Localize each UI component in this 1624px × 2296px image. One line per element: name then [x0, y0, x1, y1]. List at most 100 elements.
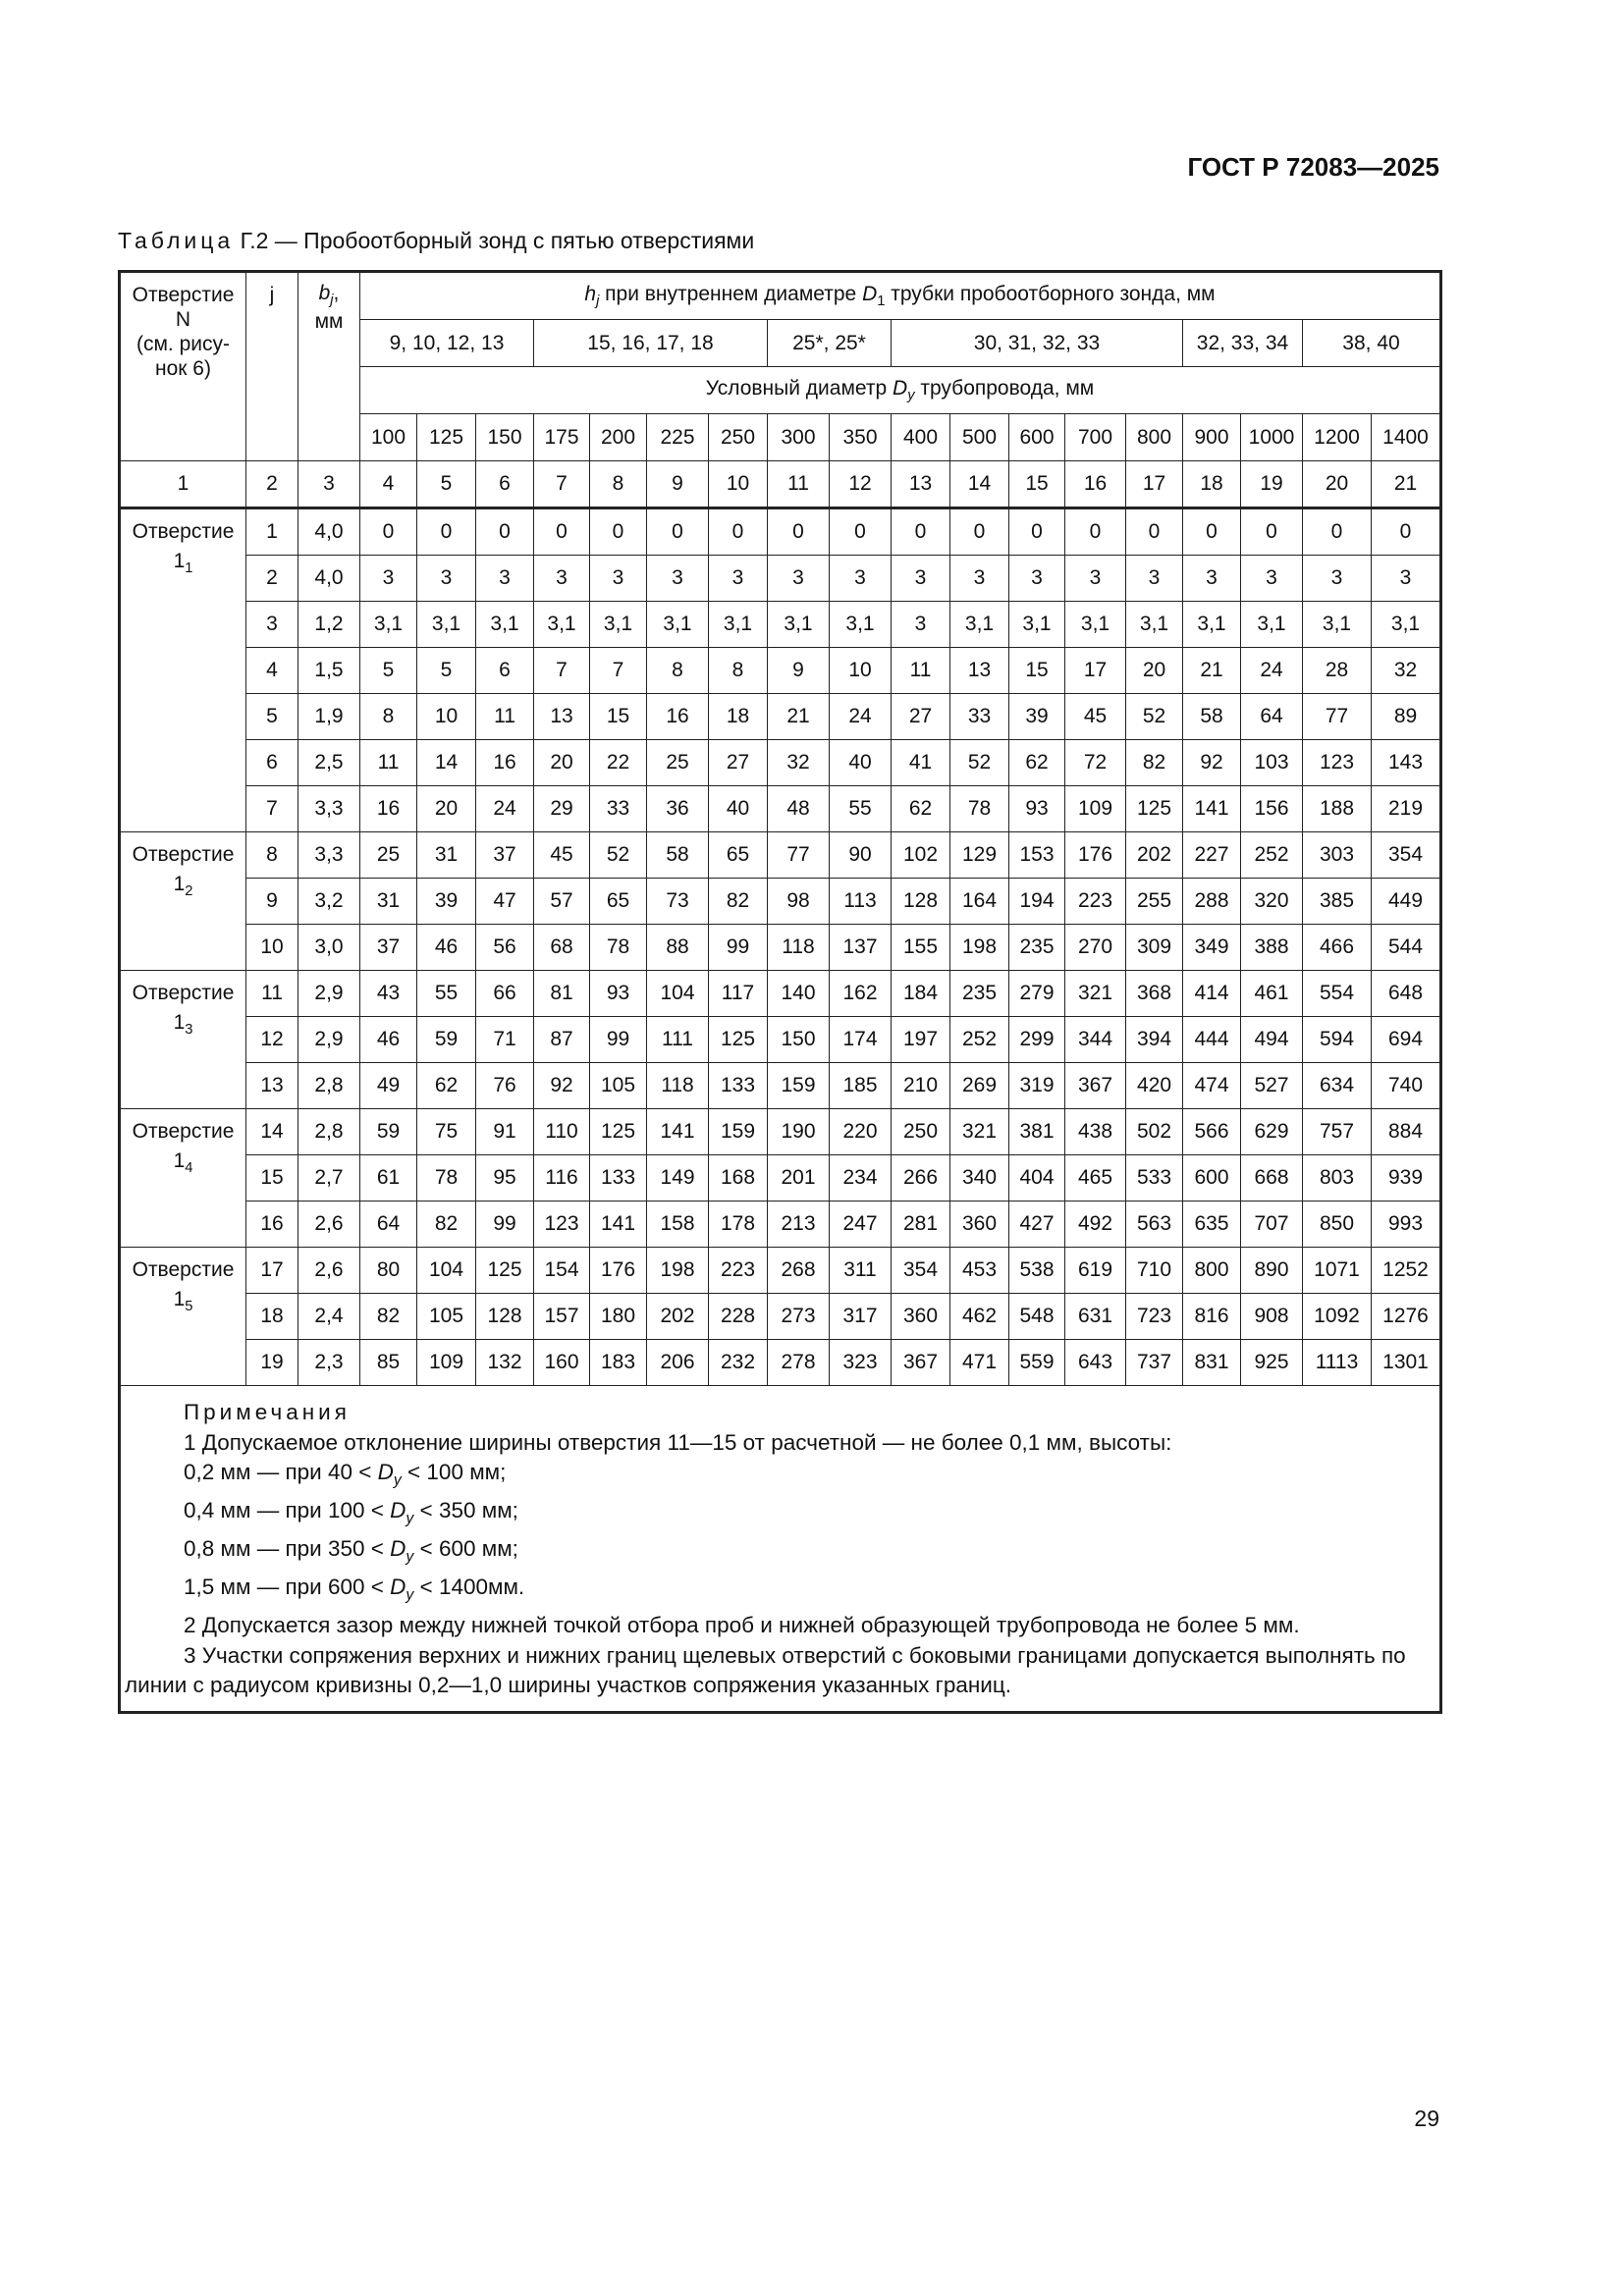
h-cell: 116 [533, 1154, 590, 1201]
h-cell: 32 [767, 739, 830, 786]
h-cell: 87 [533, 1016, 590, 1063]
dy-value-cell: 125 [416, 413, 476, 461]
range-post: < 100 мм; [401, 1460, 507, 1484]
h-cell: 1252 [1371, 1247, 1441, 1294]
h-cell: 269 [949, 1062, 1009, 1109]
h-cell: 104 [416, 1247, 476, 1294]
h-cell: 75 [416, 1108, 476, 1155]
d1-group-label: 15, 16, 17, 18 [587, 331, 714, 354]
h-cell: 10 [416, 693, 476, 740]
h-cell: 566 [1182, 1108, 1241, 1155]
h-cell: 311 [829, 1247, 892, 1294]
h-cell: 563 [1125, 1201, 1183, 1248]
h-cell: 80 [359, 1247, 417, 1294]
h-cell: 98 [767, 878, 830, 925]
column-number-cell: 18 [1182, 460, 1241, 509]
h-cell: 255 [1125, 878, 1183, 925]
column-number-cell: 13 [891, 460, 950, 509]
h-cell: 3,1 [1008, 601, 1065, 648]
h-cell: 0 [708, 507, 768, 556]
hole-sub: 1 [185, 561, 193, 577]
h-cell: 154 [533, 1247, 590, 1294]
column-number-cell: 1 [119, 460, 246, 509]
h-cell: 118 [767, 924, 830, 971]
h-cell: 234 [829, 1154, 892, 1201]
h-cell: 0 [829, 507, 892, 556]
h-cell: 52 [589, 831, 647, 879]
h-cell: 82 [1125, 739, 1183, 786]
h-cell: 66 [475, 970, 534, 1017]
table-row: 2 4,0 3 3 3 3 3 3 3 3 3 3 3 3 3 3 3 3 3 3 [120, 555, 1441, 602]
h-cell: 0 [416, 507, 476, 556]
column-number-cell: 15 [1008, 460, 1065, 509]
dy-header: Условный диаметр Dy трубопровода, мм [359, 366, 1441, 414]
h-cell: 319 [1008, 1062, 1065, 1109]
h-cell: 160 [533, 1339, 590, 1386]
h-cell: 25 [359, 831, 417, 879]
d1-row: 9, 10, 12, 13 15, 16, 17, 18 25*, 25* 30, 3… [120, 319, 1441, 367]
range-post: < 350 мм; [413, 1498, 518, 1522]
h-cell: 78 [949, 785, 1009, 832]
h-cell: 141 [589, 1201, 647, 1248]
column-number-cell: 11 [767, 460, 830, 509]
dy-sub: y [393, 1471, 402, 1489]
h-cell: 39 [1008, 693, 1065, 740]
h-cell: 90 [829, 831, 892, 879]
d1-group-cell: 30, 31, 32, 33 [891, 319, 1183, 367]
h-cell: 723 [1125, 1293, 1183, 1340]
dy-symbol: D [377, 1460, 394, 1484]
h-cell: 3 [1064, 555, 1126, 602]
d1-group-label: 38, 40 [1342, 331, 1400, 354]
note-1-range: 1,5 мм — при 600 < Dy < 1400мм. [125, 1573, 1432, 1611]
hole-label: Отверстие [132, 843, 235, 866]
h-cell: 0 [475, 507, 534, 556]
table-caption: Таблица Г.2 — Пробоотборный зонд с пятью… [118, 228, 754, 254]
h-cell: 184 [891, 970, 950, 1017]
h-cell: 0 [533, 507, 590, 556]
dy-text2: трубопровода, мм [914, 376, 1095, 400]
notes-title-text: Примечания [184, 1400, 351, 1424]
range-pre: 0,4 мм — при 100 < [184, 1498, 391, 1522]
b-symbol: b [318, 282, 331, 304]
h-cell: 99 [589, 1016, 647, 1063]
h-cell: 3,1 [1302, 601, 1372, 648]
h-cell: 58 [646, 831, 709, 879]
h-cell: 78 [589, 924, 647, 971]
dy-symbol: D [390, 1575, 406, 1599]
b-cell: 1,5 [298, 647, 360, 694]
h-cell: 340 [949, 1154, 1009, 1201]
h-cell: 3 [475, 555, 534, 602]
h-cell: 228 [708, 1293, 768, 1340]
h-cell: 394 [1125, 1016, 1183, 1063]
h-cell: 466 [1302, 924, 1372, 971]
h-cell: 213 [767, 1201, 830, 1248]
h-cell: 1113 [1302, 1339, 1372, 1386]
h-cell: 3 [533, 555, 590, 602]
dy-values-row: 100 125 150 175 200 225 250 300 350 400 500 600 700 8… [120, 413, 1441, 461]
table-row: 7 3,3 16 20 24 29 33 36 40 48 55 62 78 93 109 125 141 156… [120, 785, 1441, 832]
h-cell: 3 [1125, 555, 1183, 602]
h-cell: 471 [949, 1339, 1009, 1386]
d1-group-label: 25*, 25* [792, 331, 866, 354]
h-cell: 323 [829, 1339, 892, 1386]
note-1: 1 Допускаемое отклонение ширины отверсти… [125, 1428, 1432, 1459]
j-cell: 13 [245, 1062, 298, 1109]
h-cell: 49 [359, 1062, 417, 1109]
j-cell: 8 [245, 831, 298, 879]
dy-sub: y [406, 1586, 414, 1604]
table-row: 10 3,0 37 46 56 68 78 88 99 118 137 155 198 235 270 309… [120, 924, 1441, 971]
h-cell: 149 [646, 1154, 709, 1201]
h-cell: 3 [891, 555, 950, 602]
h-cell: 850 [1302, 1201, 1372, 1248]
h-cell: 757 [1302, 1108, 1372, 1155]
h-cell: 600 [1182, 1154, 1241, 1201]
b-cell: 3,0 [298, 924, 360, 971]
h-cell: 3 [1240, 555, 1303, 602]
h-cell: 3 [829, 555, 892, 602]
dy-value-cell: 600 [1008, 413, 1065, 461]
h-cell: 0 [1240, 507, 1303, 556]
column-number-cell: 17 [1125, 460, 1183, 509]
h-cell: 707 [1240, 1201, 1303, 1248]
h-cell: 16 [359, 785, 417, 832]
h-cell: 21 [767, 693, 830, 740]
